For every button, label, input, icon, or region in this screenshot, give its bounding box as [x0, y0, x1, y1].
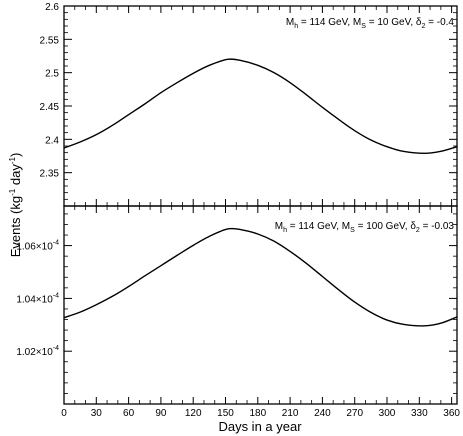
x-tick-label: 0 — [61, 408, 67, 419]
y-tick-label: 2.6 — [45, 2, 59, 13]
y-tick-label: 2.45 — [40, 102, 60, 113]
x-tick-label: 300 — [379, 408, 396, 419]
y-tick-label: 2.55 — [40, 35, 60, 46]
x-tick-label: 270 — [346, 408, 363, 419]
top-panel-y-tick-labels: 2.35 2.4 2.45 2.5 2.55 2.6 — [40, 2, 60, 180]
top-panel-annotation: Mh = 114 GeV, MS = 10 GeV, δ2 = -0.4 — [286, 17, 455, 30]
x-tick-label: 30 — [91, 408, 103, 419]
bottom-series-line — [63, 227, 458, 327]
x-axis-title: Days in a year — [218, 419, 302, 434]
bottom-panel-y-tick-labels: 1.02×10-4 1.04×10-4 1.06×10-4 — [16, 240, 59, 359]
x-tick-label: 150 — [217, 408, 234, 419]
x-tick-label: 360 — [443, 408, 460, 419]
x-tick-labels: 0 30 60 90 120 150 180 210 240 270 300 330 360 — [61, 408, 460, 419]
y-tick-label: 1.04×10-4 — [16, 292, 59, 305]
top-panel-ticks — [63, 5, 457, 206]
x-tick-label: 240 — [314, 408, 331, 419]
x-tick-label: 180 — [249, 408, 266, 419]
y-axis-title: Events (kg-1 day-1) — [8, 153, 23, 258]
bottom-panel-annotation: Mh = 114 GeV, MS = 100 GeV, δ2 = -0.03 — [275, 221, 455, 234]
top-panel-frame — [63, 5, 458, 207]
bottom-panel-frame — [63, 205, 458, 405]
x-tick-label: 210 — [282, 408, 299, 419]
y-tick-label: 1.06×10-4 — [16, 240, 59, 253]
bottom-panel-ticks — [63, 206, 457, 404]
y-tick-label: 1.02×10-4 — [16, 345, 59, 358]
x-tick-label: 120 — [185, 408, 202, 419]
y-tick-label: 2.4 — [45, 135, 59, 146]
x-tick-label: 90 — [155, 408, 167, 419]
y-tick-label: 2.5 — [45, 69, 59, 80]
x-tick-label: 60 — [123, 408, 135, 419]
y-tick-label: 2.35 — [40, 169, 60, 180]
x-tick-label: 330 — [411, 408, 428, 419]
top-series-line — [63, 58, 458, 155]
